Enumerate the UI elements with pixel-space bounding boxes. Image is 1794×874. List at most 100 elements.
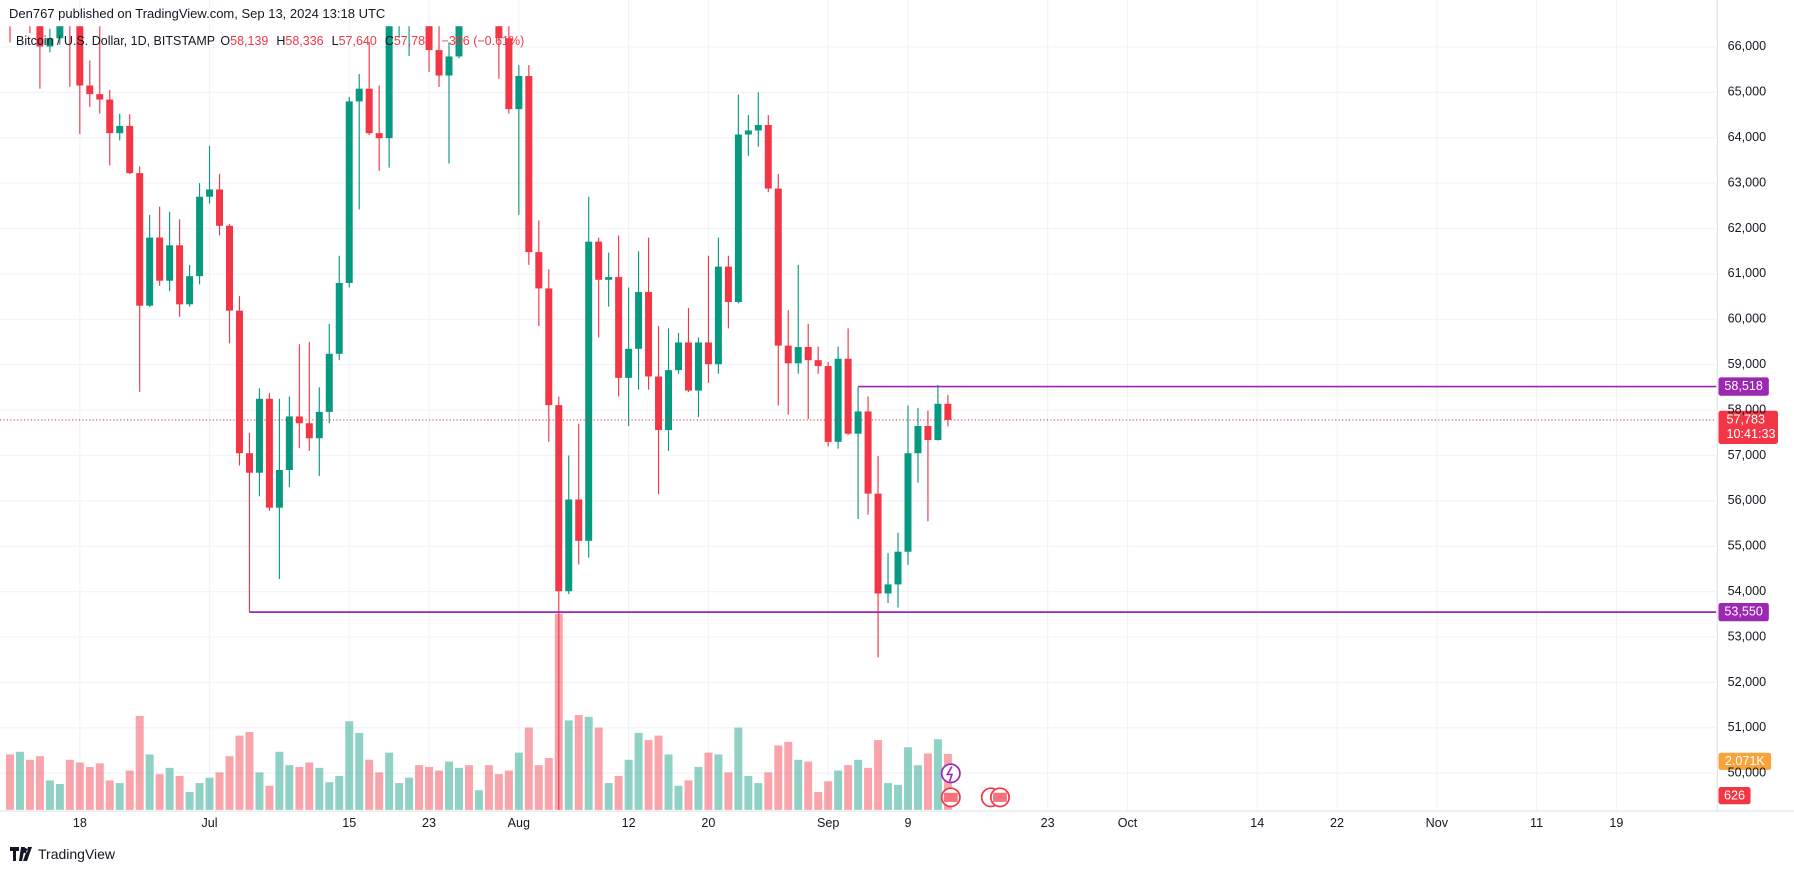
ohlc: O58,139 H58,336 L57,640 C57,783 [218,34,438,48]
volume-bar [315,767,324,810]
symbol: Bitcoin / U.S. Dollar, 1D, BITSTAMP [16,34,215,48]
y-tick-label: 59,000 [1728,357,1766,371]
volume-bar [874,740,883,810]
x-tick-label: 20 [701,816,715,830]
volume-bar [634,732,643,810]
x-tick-label: 15 [342,816,356,830]
volume-bar [514,752,523,810]
candle-body [375,133,383,139]
candle-body [794,346,802,364]
candle-body [724,266,732,303]
candle-body [216,189,224,226]
candle-body [76,26,84,86]
candle-body [86,85,94,95]
volume-bar [415,765,424,810]
candle-body [505,38,513,110]
candle-body [435,50,443,76]
volume-bar [494,774,503,810]
y-tick-label: 52,000 [1728,675,1766,689]
ohlc-key: O [220,34,231,48]
candle-body [206,189,214,197]
volume-bar [225,756,234,810]
candle-body [784,345,792,364]
candle-body [924,425,932,441]
volume-bar [365,759,374,810]
volume-bar [425,766,434,810]
candle-body [565,499,573,592]
volume-bar [65,759,74,810]
candle-body [136,173,144,306]
volume-bar [255,772,264,810]
x-tick-label: 19 [1609,816,1623,830]
volume-bar [245,732,254,810]
y-tick-label: 54,000 [1728,584,1766,598]
last-price-label: 57,783 [1726,412,1764,426]
candle-body [615,277,623,378]
candle-body [704,342,712,365]
price-tag-label: 58,518 [1724,379,1762,393]
volume-bar [484,765,493,810]
candle-body [385,26,393,139]
x-tick-label: 12 [622,816,636,830]
logo [10,847,32,861]
volume-bar [205,777,214,810]
volume-bar [734,727,743,810]
volume-bar [584,716,593,810]
candle-body [944,403,952,420]
volume-bar [285,765,294,810]
change: −356 (−0.61%) [441,34,525,48]
volume-bar [704,752,713,810]
volume-pane [5,613,952,810]
y-tick-label: 58,000 [1728,402,1766,416]
y-tick-label: 55,000 [1728,539,1766,553]
price-tag [1718,602,1769,622]
volume-bar [45,780,54,810]
candle-body [355,88,363,102]
y-tick-label: 65,000 [1728,85,1766,99]
volume-bar [644,740,653,810]
volume-bar [804,761,813,810]
y-tick-label: 66,000 [1728,39,1766,53]
volume-bar [864,767,873,810]
volume-bar [674,785,683,810]
candle-body [645,292,653,377]
candle-body [595,241,603,280]
volume-ma-tag: 2.071K [1725,754,1765,768]
volume-bar [594,727,603,810]
volume-bar [694,766,703,810]
x-tick-label: Nov [1426,816,1449,830]
volume-bar [375,772,384,810]
volume-bar [574,715,583,810]
volume-bar [215,772,224,810]
volume-bar [55,783,64,810]
x-tick-label: 23 [422,816,436,830]
candle-body [305,423,313,439]
volume-bar [854,759,863,810]
ohlc-value: 57,640 [338,34,377,48]
volume-bar [884,783,893,810]
volume-bar [105,780,114,810]
volume-bar [774,745,783,810]
candle-body [126,125,134,174]
candle-body [804,346,812,361]
volume-bar [794,759,803,810]
volume-bar [25,759,34,810]
volume-bar [624,759,633,810]
volume-bar [85,766,94,810]
candle-body [864,411,872,494]
volume-bar [155,774,164,810]
volume-bar [405,777,414,810]
y-tick-label: 51,000 [1728,720,1766,734]
candle-body [345,101,353,283]
volume-bar [295,766,304,810]
candle-body [245,453,253,473]
candle-body [36,26,44,47]
volume-bar [764,772,773,810]
volume-bar [435,770,444,810]
volume-bar [235,735,244,810]
volume-bar [564,720,573,810]
y-tick-label: 50,000 [1728,766,1766,780]
volume-bar [834,770,843,810]
volume-bar [325,782,334,810]
